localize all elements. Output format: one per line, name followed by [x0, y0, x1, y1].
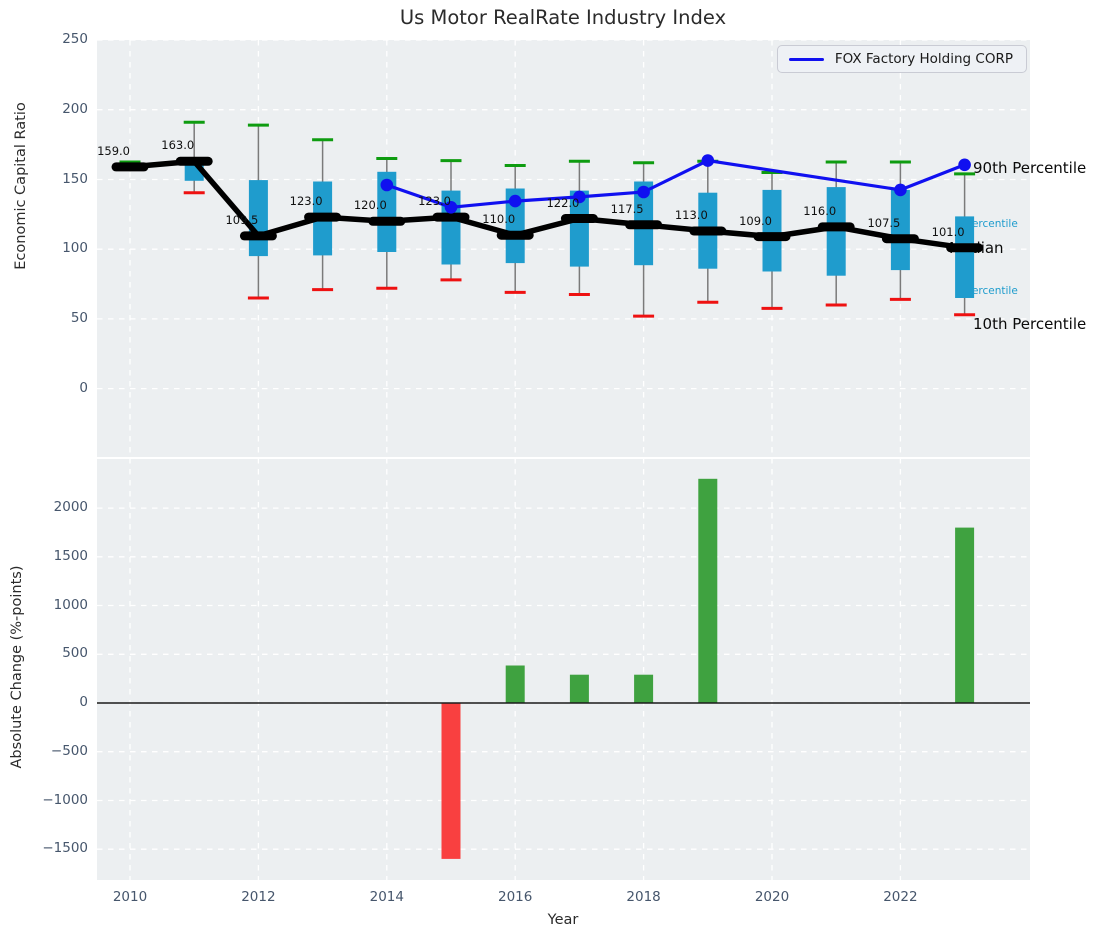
annotation-p25: h Percentile	[956, 285, 1018, 297]
legend-label: FOX Factory Holding CORP	[834, 51, 1013, 67]
bottom-y-axis-label: Absolute Change (%-points)	[9, 565, 25, 769]
annotation-p90: 90th Percentile	[973, 159, 1087, 177]
x-axis-label: Year	[547, 912, 579, 928]
top-y-axis-label: Economic Capital Ratio	[13, 102, 29, 270]
annotation-p10: 10th Percentile	[973, 314, 1087, 333]
chart-title: Us Motor RealRate Industry Index	[399, 6, 727, 29]
annotation-p75: h Percentile	[956, 217, 1018, 230]
annotation-median: Median	[949, 239, 1004, 257]
legend: FOX Factory Holding CORP	[776, 45, 1027, 73]
legend-line-sample-icon	[788, 57, 824, 61]
